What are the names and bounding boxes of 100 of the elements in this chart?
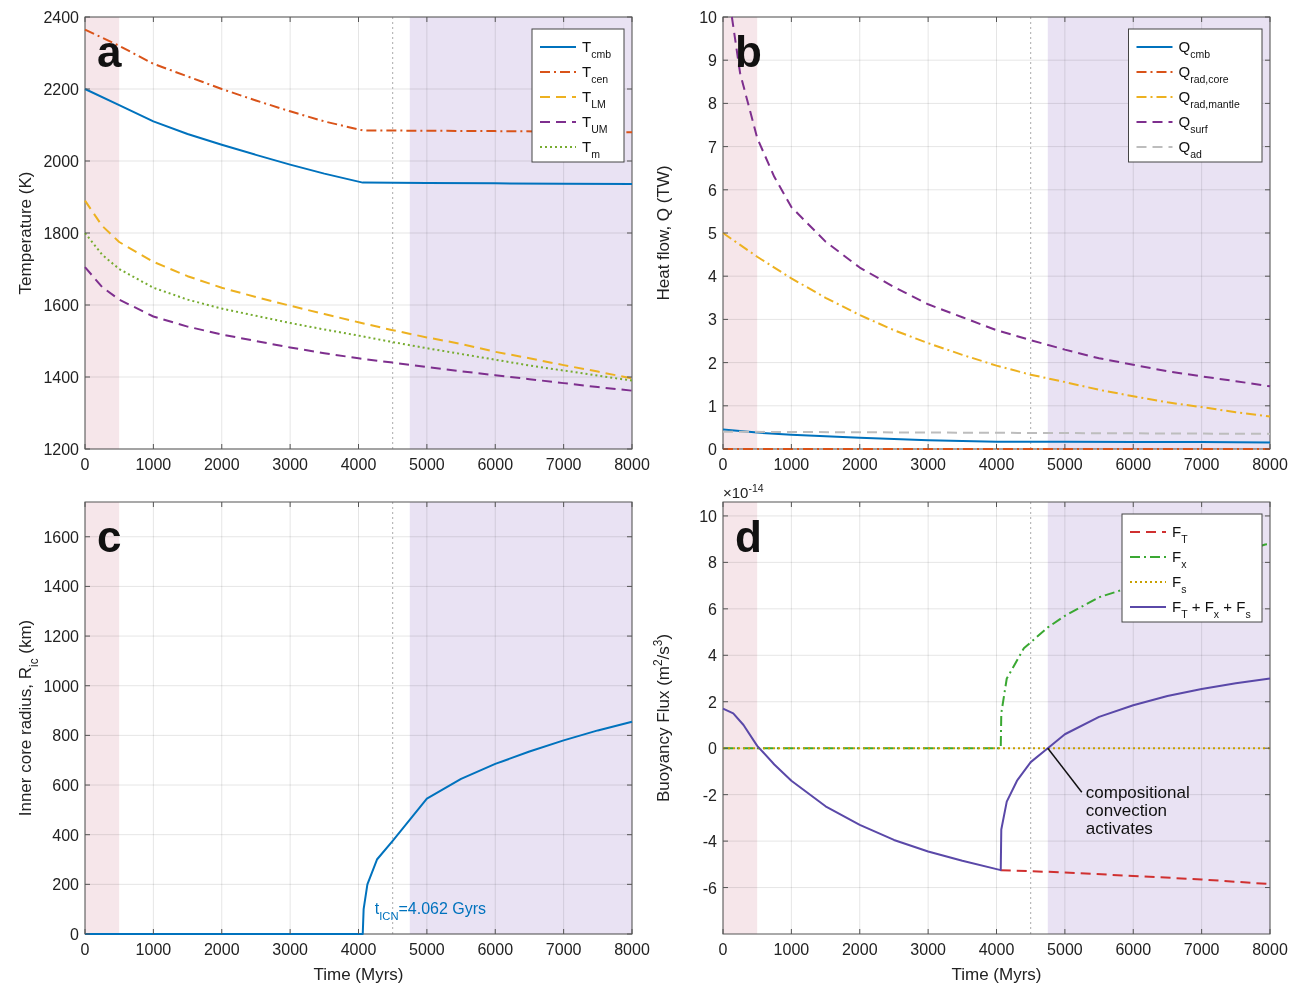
chart-title: d	[735, 512, 762, 561]
y-tick-label: 0	[708, 441, 718, 458]
legend-label: T$_{UM}$	[582, 113, 608, 135]
x-tick-label: 7000	[545, 941, 582, 958]
y-tick-label: 1200	[43, 628, 80, 646]
y-tick-label: 0	[70, 926, 80, 943]
line-series	[84, 266, 633, 392]
x-tick-label: 8000	[1252, 941, 1288, 958]
y-tick-label: 1600	[43, 297, 80, 314]
chart-title: a	[97, 27, 122, 76]
legend-label: F$_{T}$	[1172, 523, 1189, 545]
x-tick-label: 3000	[910, 941, 947, 958]
y-tick-label: 600	[52, 777, 80, 795]
x-tick-label: 7000	[1183, 456, 1220, 473]
legend-label: Q$_{cmb}$	[1178, 38, 1211, 60]
annotation: compositional convection activates	[1085, 783, 1190, 839]
y-tick-label: 7	[708, 138, 718, 156]
y-tick-label: 800	[52, 727, 80, 745]
y-tick-label: 2200	[43, 81, 80, 98]
x-tick-label: 4000	[340, 941, 377, 958]
legend-label: T$_{LM}$	[582, 88, 606, 110]
y-axis-title: Temperature (K)	[16, 171, 35, 295]
x-tick-label: 8000	[614, 456, 650, 473]
y-tick-label: 2400	[43, 9, 80, 26]
line-series	[84, 199, 633, 380]
x-tick-label: 1000	[773, 941, 810, 958]
y-tick-label: 2	[708, 693, 718, 711]
x-tick-label: 3000	[272, 456, 309, 473]
x-tick-label: 5000	[409, 456, 445, 473]
text: ×10$^{-14}$	[723, 482, 764, 501]
x-tick-label: 2000	[203, 941, 240, 958]
x-tick-label: 5000	[409, 941, 445, 958]
x-tick-label: 2000	[841, 456, 878, 473]
legend-label: Q$_{ad}$	[1178, 138, 1203, 160]
line-series	[84, 88, 633, 186]
y-tick-label: 4	[708, 647, 718, 665]
y-tick-label: 6	[708, 600, 718, 618]
y-tick-label: 1400	[43, 369, 80, 386]
line-series	[722, 232, 1271, 418]
y-tick-label: 3	[708, 311, 718, 329]
x-tick-label: 3000	[272, 941, 309, 958]
x-tick-label: 1000	[773, 456, 810, 473]
y-tick-label: 10	[699, 9, 718, 26]
legend-label: F$_{T}$ + F$_{x}$ + F$_{s}$	[1172, 598, 1251, 620]
y-tick-label: 5	[708, 225, 718, 242]
y-tick-label: 10	[699, 507, 718, 525]
y-tick-label: 400	[52, 826, 80, 844]
x-tick-label: 5000	[1047, 456, 1083, 473]
x-tick-label: 6000	[477, 941, 514, 958]
x-tick-label: 4000	[978, 941, 1015, 958]
y-tick-label: 2	[708, 354, 718, 372]
x-tick-label: 3000	[910, 456, 947, 473]
x-tick-label: 7000	[1183, 941, 1220, 958]
x-tick-label: 2000	[841, 941, 878, 958]
legend-label: F$_{x}$	[1172, 548, 1188, 570]
x-tick-label: 5000	[1047, 941, 1083, 958]
y-tick-label: 1600	[43, 528, 80, 546]
x-tick-label: 7000	[545, 456, 582, 473]
y-tick-label: 1400	[43, 578, 80, 596]
legend-label: T$_{cen}$	[582, 63, 609, 85]
annotation: t$_{ICN}$=4.062 Gyrs	[374, 900, 487, 922]
y-tick-label: 4	[708, 268, 718, 286]
chart-title: b	[735, 27, 762, 76]
y-axis-title: Heat flow, Q (TW)	[654, 165, 673, 301]
y-tick-label: 8	[708, 95, 718, 113]
y-tick-label: 1200	[43, 441, 80, 458]
legend-label: T$_{m}$	[582, 138, 601, 160]
legend-label: Q$_{rad,mantle}$	[1178, 88, 1240, 110]
x-tick-label: 6000	[1115, 456, 1152, 473]
line-series	[722, 428, 1271, 444]
x-tick-label: 6000	[477, 456, 514, 473]
x-tick-label: 2000	[203, 456, 240, 473]
x-axis-title: Time (Myrs)	[951, 965, 1042, 984]
y-tick-label: 8	[708, 554, 718, 572]
x-tick-label: 4000	[978, 456, 1015, 473]
y-tick-label: 1800	[43, 225, 80, 242]
x-tick-label: 8000	[1252, 456, 1288, 473]
line-series	[84, 232, 633, 382]
x-tick-label: 4000	[340, 456, 377, 473]
legend-label: Q$_{surf}$	[1178, 113, 1208, 135]
legend-label: T$_{cmb}$	[582, 38, 612, 60]
y-tick-label: -2	[702, 786, 718, 804]
chart-title: c	[97, 512, 122, 561]
y-tick-label: -4	[702, 833, 718, 851]
x-axis-title: Time (Myrs)	[313, 965, 404, 984]
line-series	[722, 677, 1271, 872]
x-tick-label: 6000	[1115, 941, 1152, 958]
x-tick-label: 1000	[135, 941, 172, 958]
y-tick-label: 9	[708, 52, 718, 70]
line-series	[730, 16, 1271, 388]
y-tick-label: 1000	[43, 677, 80, 695]
y-tick-label: 0	[708, 740, 718, 758]
legend-label: F$_{s}$	[1172, 573, 1187, 595]
x-tick-label: 8000	[614, 941, 650, 958]
y-tick-label: 200	[52, 876, 80, 894]
y-tick-label: 6	[708, 181, 718, 199]
y-tick-label: 1	[708, 397, 718, 415]
y-tick-label: -6	[702, 879, 718, 897]
legend-label: Q$_{rad,core}$	[1178, 63, 1229, 85]
y-tick-label: 2000	[43, 153, 80, 170]
